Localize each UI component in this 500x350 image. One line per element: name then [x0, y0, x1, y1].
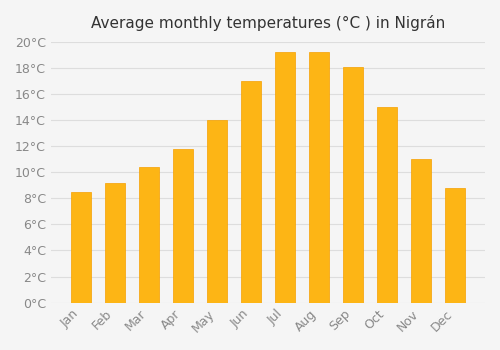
Bar: [377, 107, 397, 303]
Bar: [104, 183, 125, 303]
Bar: [343, 66, 363, 303]
Bar: [274, 52, 295, 303]
Bar: [445, 188, 466, 303]
Bar: [206, 120, 227, 303]
Bar: [240, 81, 261, 303]
Bar: [138, 167, 159, 303]
Bar: [70, 192, 91, 303]
Bar: [309, 52, 329, 303]
Title: Average monthly temperatures (°C ) in Nigrán: Average monthly temperatures (°C ) in Ni…: [91, 15, 445, 31]
Bar: [411, 159, 431, 303]
Bar: [172, 149, 193, 303]
